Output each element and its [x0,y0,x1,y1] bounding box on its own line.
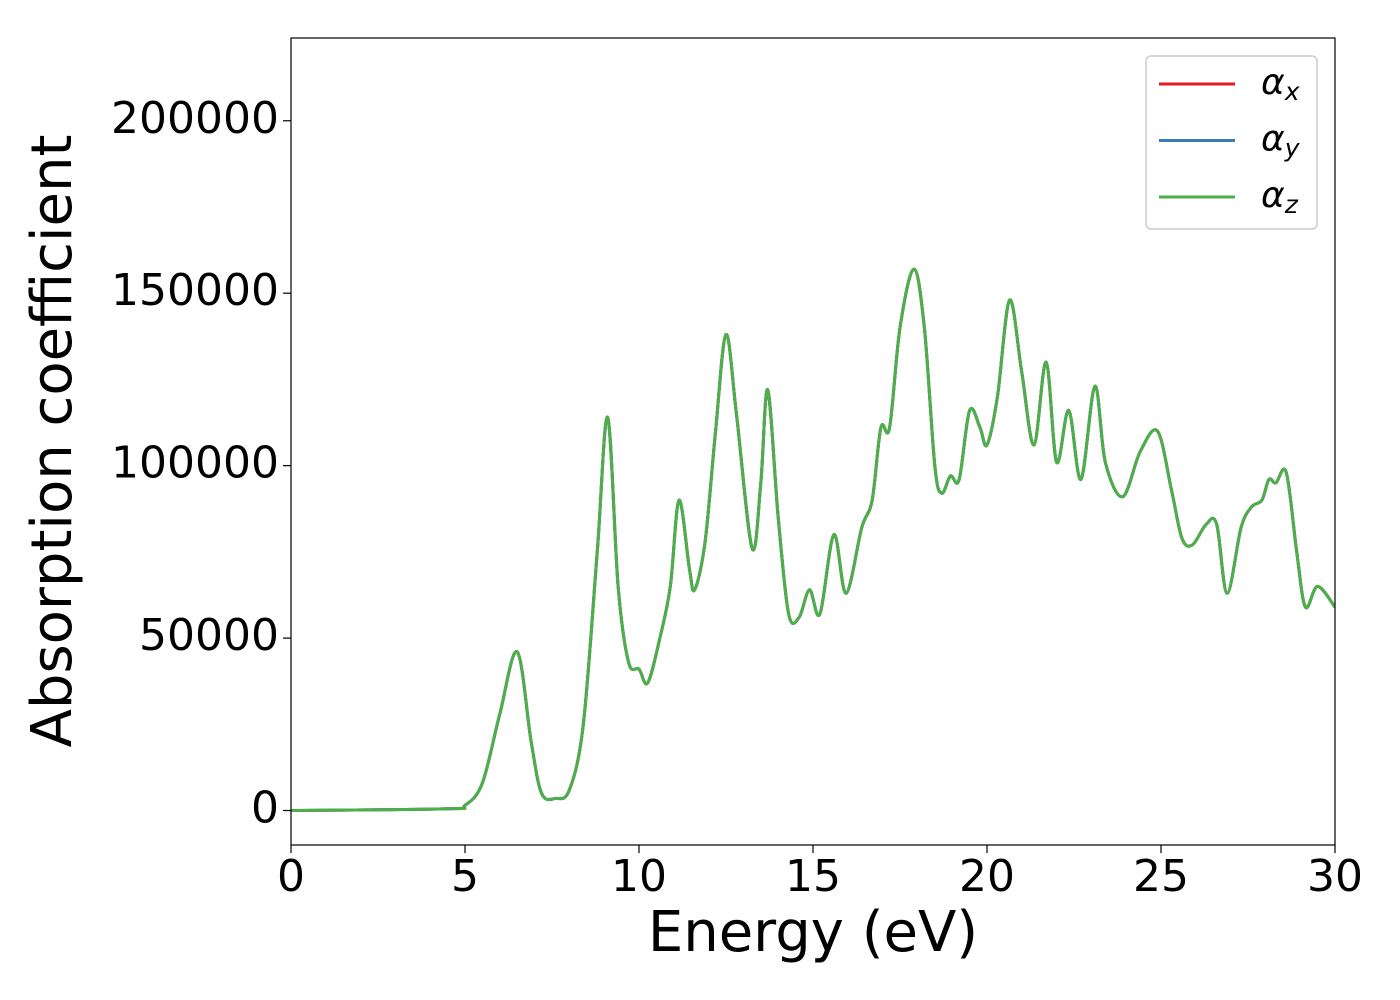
series-line [291,267,1335,813]
x-tick-label: 30 [1307,851,1363,902]
x-axis-label: Energy (eV) [648,900,978,965]
y-tick-label: 100000 [111,438,279,489]
plot-frame [290,37,1336,846]
legend-label: αy [1261,119,1301,163]
x-tick-label: 25 [1133,851,1189,902]
y-tick-label: 200000 [111,93,279,144]
series-line [291,267,1335,813]
y-tick-label: 150000 [111,265,279,316]
x-tick-label: 20 [959,851,1015,902]
y-tick-label: 50000 [139,610,279,661]
legend-box [1145,55,1318,230]
legend: αx αy αz [1145,55,1318,230]
x-tick-label: 10 [611,851,667,902]
legend-label: αz [1261,175,1299,219]
series-line [291,267,1335,813]
x-tick-label: 5 [451,851,479,902]
x-tick-label: 0 [277,851,305,902]
x-tick-label: 15 [785,851,841,902]
legend-label: αx [1261,62,1300,106]
y-axis-label: Absorption coefficient [20,135,85,748]
y-tick-label: 0 [251,783,279,834]
